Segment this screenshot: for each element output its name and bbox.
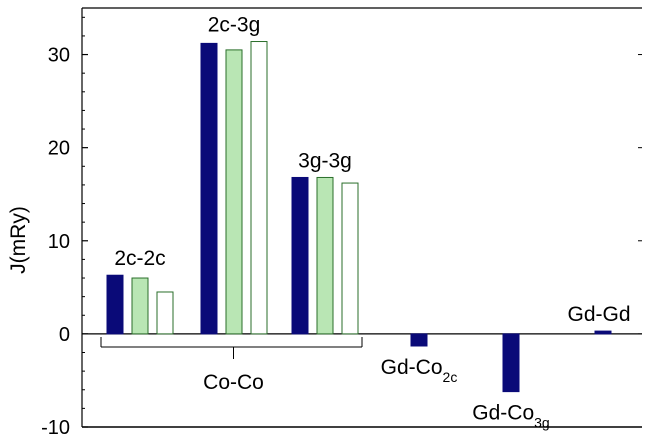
group-label: 2c-2c [114, 247, 165, 270]
group-label-subscript: 3g [534, 415, 550, 431]
y-tick-label: 30 [48, 45, 70, 67]
group-label: Gd-Co3g [472, 402, 549, 431]
y-tick-label: -10 [41, 417, 70, 436]
bar-dark [502, 333, 520, 393]
group-labels: 2c-2c 2c-3g 3g-3g Gd-Co2c Gd-Co3g Gd-Gd [114, 14, 630, 431]
y-tick-label: 10 [48, 231, 70, 253]
y-axis: -10 0 10 20 30 [41, 16, 642, 436]
bar-empty [341, 182, 359, 335]
plot-frame [81, 7, 642, 428]
group-label-subscript: 2c [443, 369, 458, 385]
bar-dark [291, 176, 309, 335]
bar-dark [410, 333, 428, 347]
bars [106, 41, 612, 393]
bar-empty [250, 41, 268, 335]
group-label: 2c-3g [208, 14, 261, 37]
bar-empty [156, 291, 174, 335]
bar-light [225, 49, 243, 335]
bar-dark [594, 330, 612, 335]
y-tick-label: 20 [48, 138, 70, 160]
bar-light [131, 277, 149, 335]
y-tick-label: 0 [59, 324, 70, 346]
y-axis-label: J(mRy) [7, 206, 30, 274]
bar-light [316, 176, 334, 335]
group-label: 3g-3g [298, 149, 352, 172]
group-label: Gd-Co2c [381, 356, 458, 385]
bar-dark [200, 42, 218, 335]
group-label: Gd-Gd [567, 303, 630, 326]
co-co-bracket: Co-Co [100, 337, 363, 394]
bracket-label: Co-Co [203, 371, 264, 394]
bar-dark [106, 274, 124, 335]
